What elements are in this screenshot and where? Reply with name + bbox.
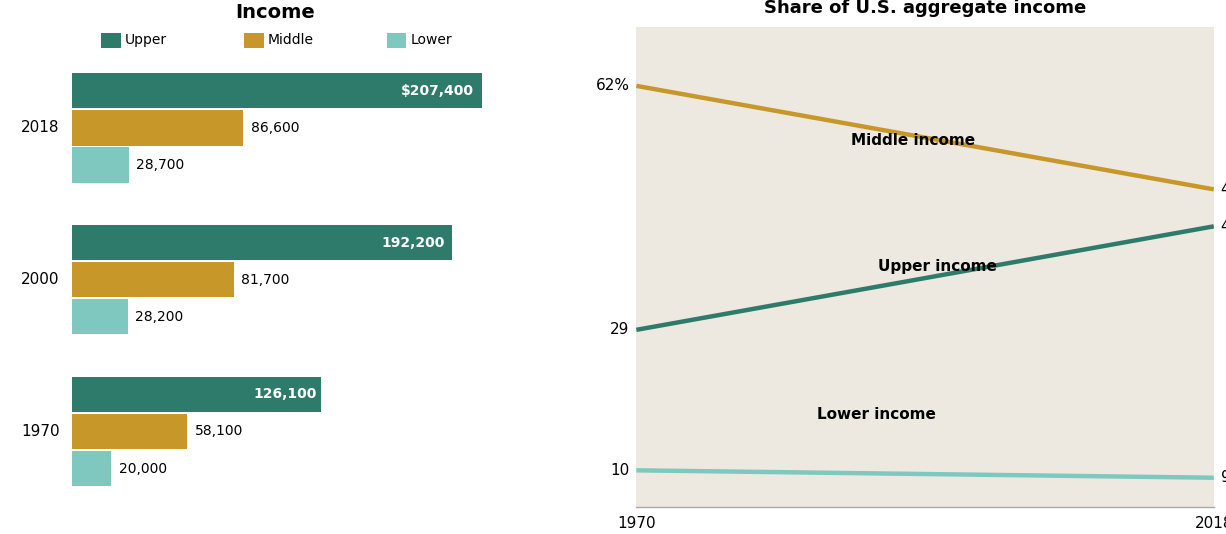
Text: Middle income: Middle income (851, 133, 975, 148)
Bar (102, 33, 121, 48)
Text: Lower: Lower (411, 33, 452, 47)
Bar (386, 33, 407, 48)
Bar (71, 376, 321, 412)
Bar (71, 299, 128, 334)
Text: 1970: 1970 (21, 424, 60, 439)
Text: 28,200: 28,200 (135, 310, 184, 324)
Text: $207,400: $207,400 (401, 84, 474, 98)
Text: Upper income: Upper income (878, 258, 997, 274)
Bar (71, 225, 452, 260)
Bar (71, 147, 129, 183)
Text: 20,000: 20,000 (119, 461, 167, 475)
Text: 62%: 62% (596, 78, 629, 93)
Text: 28,700: 28,700 (136, 158, 185, 172)
Bar (71, 451, 112, 486)
Bar (71, 414, 186, 449)
Bar (71, 262, 233, 297)
Text: 126,100: 126,100 (253, 387, 316, 402)
Text: 58,100: 58,100 (195, 425, 243, 438)
Text: 2000: 2000 (21, 272, 60, 287)
Text: 192,200: 192,200 (381, 235, 445, 249)
Bar (71, 73, 483, 108)
Text: Income: Income (235, 3, 315, 22)
Text: 10: 10 (611, 463, 629, 478)
Text: Upper: Upper (125, 33, 167, 47)
Text: 29: 29 (611, 323, 629, 337)
Text: Lower income: Lower income (818, 406, 937, 421)
Text: Middle: Middle (267, 33, 314, 47)
Bar (71, 110, 243, 145)
Text: 86,600: 86,600 (251, 121, 299, 135)
Title: Share of U.S. aggregate income: Share of U.S. aggregate income (764, 0, 1086, 17)
Bar (244, 33, 264, 48)
Text: 9: 9 (1221, 470, 1226, 485)
Text: 81,700: 81,700 (242, 273, 289, 287)
Text: 2018: 2018 (21, 120, 60, 136)
Text: 48: 48 (1221, 182, 1226, 197)
Text: 43: 43 (1221, 219, 1226, 234)
